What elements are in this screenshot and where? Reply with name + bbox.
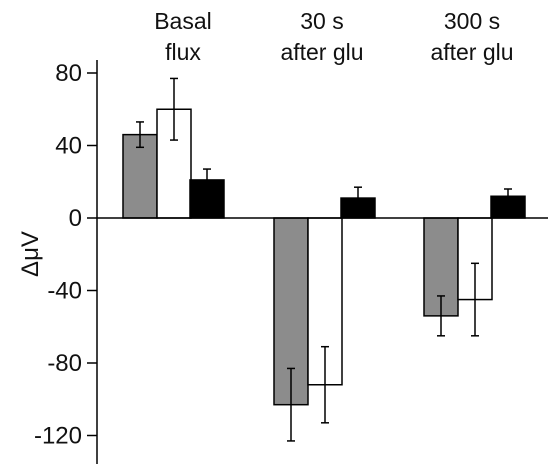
y-tick-label-3: -40 (47, 278, 82, 305)
category-label-1-line1: 30 s (300, 8, 343, 34)
category-label-0-line2: flux (165, 39, 201, 65)
y-tick-label-0: 80 (55, 60, 82, 87)
y-tick-label-2: 0 (69, 205, 82, 232)
y-tick-label-5: -120 (34, 423, 82, 450)
category-label-0-line1: Basal (154, 8, 212, 34)
y-axis-label: ΔμV (17, 231, 44, 277)
y-tick-label-1: 40 (55, 133, 82, 160)
y-tick-label-4: -80 (47, 350, 82, 377)
bar-0-0 (122, 133, 158, 219)
category-label-1-line2: after glu (280, 39, 363, 65)
category-label-2-line1: 300 s (444, 8, 500, 34)
category-label-2-line2: after glu (430, 39, 513, 65)
